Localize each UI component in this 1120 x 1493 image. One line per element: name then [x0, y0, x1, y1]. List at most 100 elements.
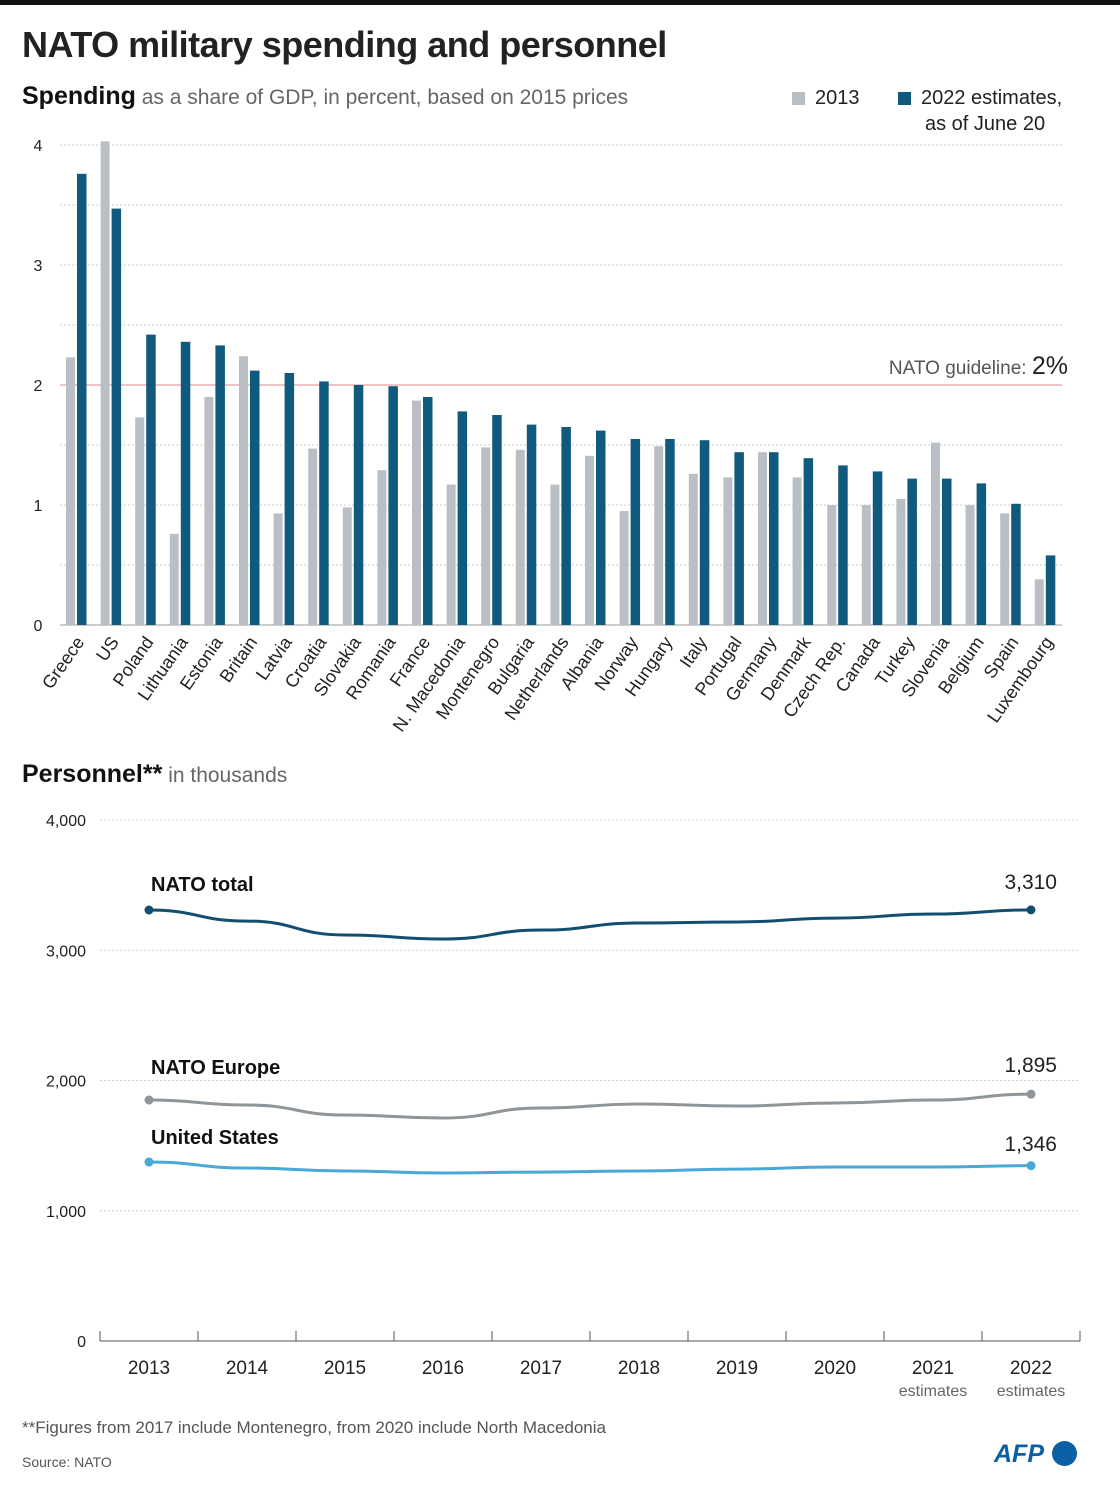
- bar-2013-Slovakia: [342, 507, 352, 625]
- bar-2013-Norway: [619, 511, 629, 625]
- y-tick-label: 3,000: [46, 943, 86, 960]
- legend-label-2022: 2022 estimates,: [921, 87, 1063, 109]
- spending-subtitle-bold: Spending: [22, 82, 136, 110]
- bar-2022-Slovakia: [353, 385, 364, 625]
- personnel-subtitle-bold: Personnel**: [22, 760, 163, 788]
- point-start-nato-europe: [144, 1095, 154, 1105]
- x-tick-label: 2013: [128, 1358, 170, 1379]
- bar-2013-Italy: [688, 473, 698, 625]
- end-value-united-states: 1,346: [1004, 1133, 1057, 1156]
- legend-swatch-2013: [792, 92, 805, 106]
- bar-2013-Luxembourg: [1034, 579, 1044, 625]
- bar-2013-Latvia: [273, 513, 283, 625]
- bar-2022-France: [423, 397, 433, 625]
- y-tick-label: 4,000: [46, 813, 86, 830]
- bar-2022-Turkey: [907, 478, 917, 625]
- personnel-subtitle: Personnel** in thousands: [22, 760, 287, 789]
- bar-2013-Netherlands: [550, 484, 560, 625]
- bar-2022-Luxembourg: [1045, 555, 1056, 625]
- point-start-nato-total: [144, 905, 154, 915]
- series-label-nato-total: NATO total: [151, 874, 254, 896]
- point-end-united-states: [1026, 1161, 1036, 1171]
- x-tick-label: 2021: [912, 1358, 954, 1379]
- bar-2013-Greece: [66, 357, 75, 625]
- bar-2022-Slovenia: [942, 478, 952, 625]
- footnote: **Figures from 2017 include Montenegro, …: [22, 1418, 606, 1437]
- source: Source: NATO: [22, 1454, 112, 1470]
- spending-subtitle: Spending as a share of GDP, in percent, …: [22, 82, 628, 111]
- bar-2022-Lithuania: [180, 341, 191, 625]
- bar-2013-Canada: [861, 505, 871, 625]
- bar-2022-Estonia: [215, 345, 225, 625]
- x-tick-label: US: [92, 633, 123, 665]
- x-tick-label: 2020: [814, 1358, 856, 1379]
- point-end-nato-europe: [1026, 1089, 1036, 1099]
- legend-label-2013: 2013: [815, 87, 860, 109]
- y-tick-label: 2,000: [46, 1074, 86, 1091]
- end-value-nato-europe: 1,895: [1004, 1054, 1057, 1077]
- bar-2022-Poland: [146, 334, 156, 625]
- bar-2013-US: [100, 141, 110, 625]
- legend-swatch-2022: [898, 92, 911, 106]
- personnel-subtitle-text: in thousands: [168, 764, 288, 787]
- guideline-label: NATO guideline: 2%: [889, 352, 1068, 380]
- legend-2013: 2013: [792, 85, 860, 111]
- bar-2013-Spain: [1000, 513, 1010, 625]
- bar-2013-Slovenia: [931, 442, 940, 625]
- point-start-united-states: [144, 1157, 154, 1167]
- bar-2013-Hungary: [654, 446, 664, 625]
- y-tick-label: 0: [77, 1334, 86, 1351]
- point-end-nato-total: [1026, 905, 1036, 915]
- afp-logo-dot: [1052, 1441, 1077, 1466]
- bar-2013-Bulgaria: [515, 449, 525, 625]
- bar-2022-Norway: [630, 439, 641, 625]
- bar-2022-Germany: [769, 452, 779, 625]
- bar-2013-France: [412, 400, 421, 625]
- series-label-nato-europe: NATO Europe: [151, 1057, 280, 1079]
- x-tick-label: 2019: [716, 1358, 758, 1379]
- legend-2022: 2022 estimates, as of June 20: [898, 85, 1062, 137]
- bar-2022-Romania: [388, 386, 398, 625]
- y-tick-label: 1,000: [46, 1204, 86, 1221]
- bar-2022-Spain: [1011, 503, 1021, 625]
- x-tick-label: 2016: [422, 1358, 464, 1379]
- spending-subtitle-text: as a share of GDP, in percent, based on …: [141, 86, 629, 109]
- bar-2013-Portugal: [723, 477, 733, 625]
- bar-2022-Italy: [699, 440, 710, 625]
- line-nato-europe: [148, 1092, 1032, 1120]
- series-label-united-states: United States: [151, 1127, 279, 1149]
- x-tick-label: 2015: [324, 1358, 366, 1379]
- y-tick-label: 0: [34, 618, 43, 635]
- guideline-value: 2%: [1032, 352, 1068, 380]
- x-tick-label: 2017: [520, 1358, 562, 1379]
- bar-2022-Montenegro: [492, 415, 502, 625]
- bar-2022-N. Macedonia: [457, 411, 468, 625]
- bar-2022-Britain: [250, 370, 260, 625]
- bar-2013-Poland: [135, 417, 145, 625]
- bar-2022-Denmark: [803, 458, 814, 625]
- bar-2013-Croatia: [308, 448, 318, 625]
- x-tick-sublabel: estimates: [997, 1383, 1065, 1400]
- bar-2022-Czech Rep.: [838, 465, 848, 625]
- line-nato-total: [148, 908, 1032, 941]
- bar-2022-Greece: [77, 173, 87, 626]
- bar-2013-Romania: [377, 470, 387, 625]
- y-tick-label: 3: [34, 258, 43, 275]
- bar-2022-Albania: [596, 430, 606, 625]
- bar-2022-Hungary: [665, 439, 675, 625]
- bar-2022-Croatia: [319, 381, 329, 625]
- bar-2013-Britain: [239, 356, 248, 625]
- afp-logo: AFP: [994, 1440, 1044, 1468]
- bar-2013-N. Macedonia: [446, 484, 456, 625]
- bar-2013-Turkey: [896, 499, 906, 625]
- x-tick-sublabel: estimates: [899, 1383, 967, 1400]
- y-tick-label: 2: [34, 378, 43, 395]
- y-tick-label: 1: [34, 498, 43, 515]
- bar-2013-Germany: [758, 452, 767, 625]
- x-tick-label: 2014: [226, 1358, 269, 1379]
- bar-2013-Czech Rep.: [827, 505, 837, 625]
- bar-2022-Bulgaria: [526, 424, 537, 625]
- bar-2022-Netherlands: [561, 427, 571, 625]
- bar-2022-US: [111, 208, 122, 625]
